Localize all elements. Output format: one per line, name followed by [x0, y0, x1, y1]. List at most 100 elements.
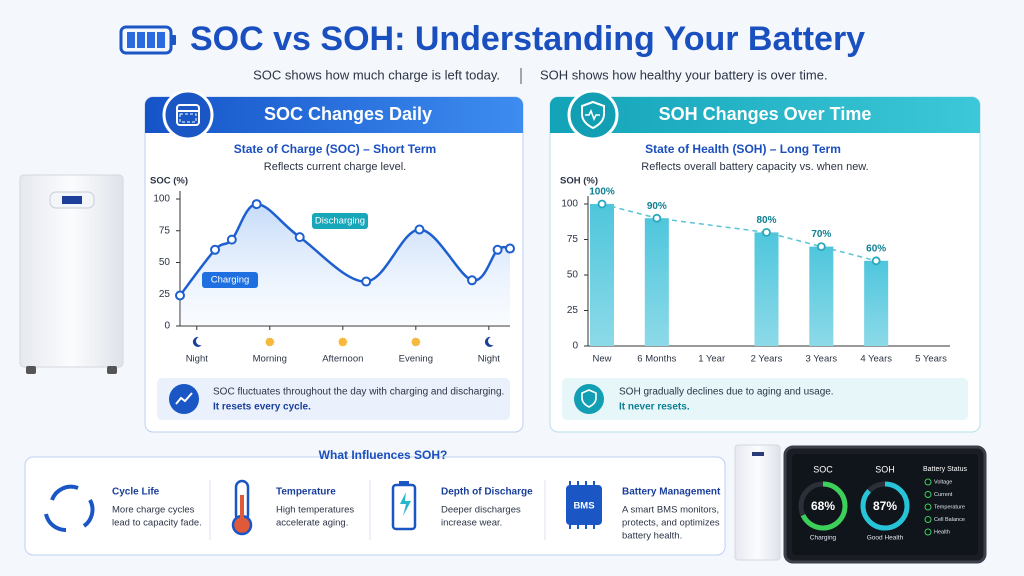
bar-shine	[644, 218, 669, 346]
y-axis-label: SOH (%)	[560, 176, 598, 187]
value-label: 90%	[647, 201, 667, 212]
y-tick-label: 25	[567, 305, 579, 316]
y-tick-label: 75	[159, 225, 171, 236]
x-tick-label: 4 Years	[860, 354, 892, 365]
chart-subtitle: Reflects current charge level.	[264, 161, 406, 173]
y-tick-label: 50	[159, 257, 171, 268]
trend-point	[652, 213, 662, 223]
bar-shine	[864, 260, 889, 346]
chart-subtitle: Reflects overall battery capacity vs. wh…	[641, 161, 868, 173]
y-tick-label: 75	[567, 234, 579, 245]
x-tick-label: 5 Years	[915, 354, 947, 365]
area	[180, 204, 510, 326]
moon-icon	[484, 336, 494, 347]
point	[467, 275, 478, 286]
bar-shine	[590, 204, 614, 346]
gauge-status: Good Health	[867, 535, 904, 542]
moon-icon	[192, 336, 202, 347]
page-title: SOC vs SOH: Understanding Your Battery	[190, 20, 865, 58]
panel-title: SOC Changes Daily	[264, 104, 432, 124]
influence-text: accelerate aging.	[276, 518, 348, 529]
value-label: 60%	[866, 243, 886, 254]
status-check	[924, 528, 932, 536]
influence-text: Deeper discharges	[441, 505, 521, 516]
x-tick-label: 6 Months	[637, 354, 676, 365]
influence-title: Cycle Life	[112, 487, 160, 498]
influence-text: battery health.	[622, 531, 682, 542]
status-item: Voltage	[934, 479, 952, 485]
panel-note-emphasis: It resets every cycle.	[213, 402, 311, 413]
status-title: Battery Status	[923, 466, 967, 473]
influence-text: More charge cycles	[112, 505, 195, 516]
status-item: Cell Balance	[934, 517, 965, 523]
x-tick-label: Night	[186, 354, 209, 365]
status-item: Temperature	[934, 504, 965, 510]
point	[294, 232, 305, 243]
y-tick-label: 0	[164, 321, 170, 332]
x-tick-label: 3 Years	[805, 354, 837, 365]
gauge-arc	[860, 481, 910, 531]
trend-point	[871, 256, 881, 266]
influences-box	[24, 456, 726, 556]
influence-title: Battery Management	[622, 487, 721, 498]
y-axis-label: SOC (%)	[150, 176, 188, 187]
x-tick-label: Night	[478, 354, 501, 365]
subtitle-right: SOH shows how healthy your battery is ov…	[540, 67, 828, 82]
annotation-pill	[202, 272, 258, 288]
point	[505, 243, 515, 254]
trend-point	[762, 227, 771, 237]
y-tick-label: 100	[153, 194, 170, 205]
influence-text: lead to capacity fade.	[112, 518, 202, 529]
point	[492, 244, 503, 255]
value-label: 80%	[756, 215, 776, 226]
x-tick-label: 2 Years	[751, 354, 783, 365]
status-check	[924, 516, 932, 523]
sun-icon	[265, 337, 275, 347]
point	[210, 244, 221, 255]
point	[251, 199, 262, 210]
x-tick-label: Evening	[399, 354, 433, 365]
trend-point	[816, 242, 826, 252]
y-tick-label: 25	[159, 289, 171, 300]
influence-title: Temperature	[276, 487, 336, 498]
bar-shine	[809, 246, 834, 346]
status-check	[924, 491, 932, 498]
gauge-value: 68%	[811, 499, 835, 513]
trend-line	[601, 203, 877, 262]
annotation-pill	[312, 213, 368, 229]
influence-text: protects, and optimizes	[622, 518, 720, 529]
annotation: Charging	[211, 275, 250, 286]
x-tick-label: 1 Year	[698, 354, 725, 365]
status-check	[924, 503, 932, 511]
y-tick-label: 50	[567, 270, 579, 281]
x-tick-label: Afternoon	[322, 354, 363, 365]
influence-text: increase wear.	[441, 518, 502, 529]
influence-title: Depth of Discharge	[441, 487, 533, 498]
annotation: Discharging	[315, 216, 365, 227]
point	[175, 290, 185, 301]
battery-cabinet	[19, 174, 124, 374]
gauge-arc	[798, 481, 848, 531]
gauge-label: SOH	[875, 464, 895, 474]
sun-icon	[411, 337, 421, 347]
x-tick-label: New	[592, 354, 611, 365]
point	[361, 276, 372, 287]
sun-icon	[338, 337, 348, 347]
value-label: 100%	[589, 187, 615, 198]
panel-note: SOH gradually declines due to aging and …	[619, 387, 834, 398]
status-check	[924, 478, 932, 486]
chart-title: State of Charge (SOC) – Short Term	[234, 142, 436, 156]
influence-text: High temperatures	[276, 505, 354, 516]
panel-title: SOH Changes Over Time	[659, 104, 872, 124]
status-item: Health	[934, 529, 950, 535]
y-tick-label: 0	[572, 341, 578, 352]
panel-note-emphasis: It never resets.	[619, 402, 690, 413]
bar-shine	[754, 232, 779, 346]
point	[414, 224, 425, 235]
line	[179, 202, 511, 297]
display-device	[734, 444, 987, 564]
influences-title: What Influences SOH?	[319, 448, 448, 462]
gauge-label: SOC	[813, 464, 833, 474]
